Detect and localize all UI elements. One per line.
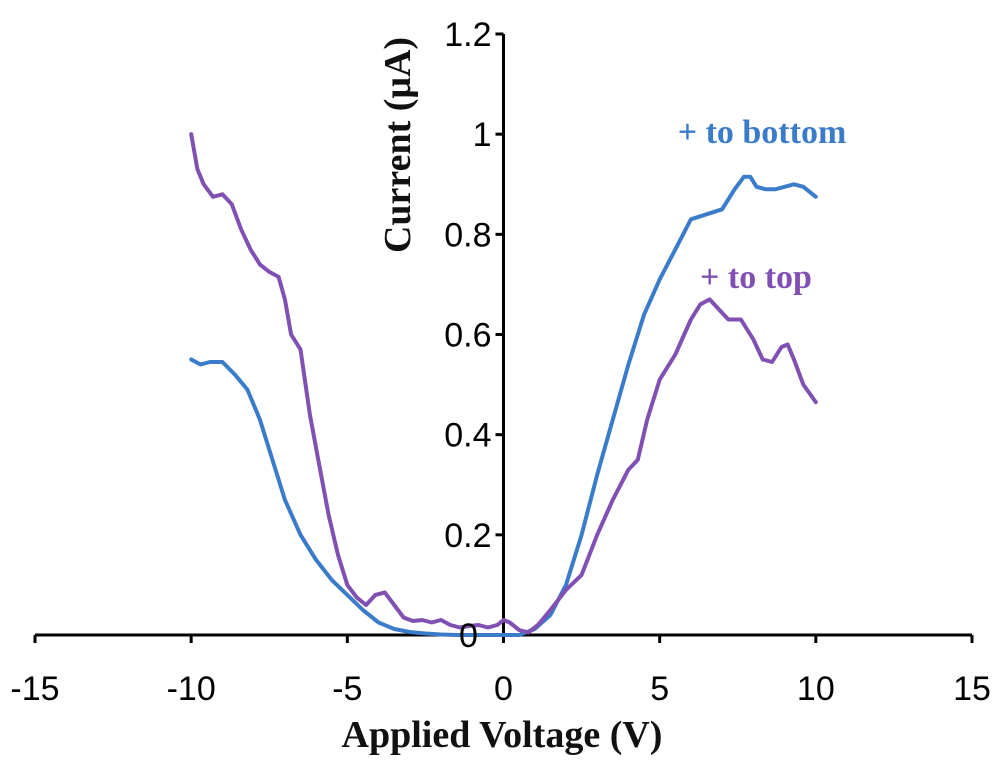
y-tick-label: 0.6 — [444, 317, 491, 355]
y-origin-label: 0 — [459, 617, 478, 655]
y-tick-label: 0.2 — [444, 517, 491, 555]
y-tick-label: 0.8 — [444, 216, 491, 254]
x-tick-label: 0 — [494, 670, 513, 708]
x-tick-label: -10 — [167, 670, 216, 708]
x-tick-label: 5 — [650, 670, 669, 708]
x-tick-label: -15 — [10, 670, 59, 708]
x-tick-label: 15 — [953, 670, 991, 708]
plot-area — [189, 132, 818, 637]
x-axis-title: Applied Voltage (V) — [342, 714, 663, 756]
tick-labels: -15 -10 -5 0 5 10 15 0.2 0.4 0.6 0.8 1 1.2 0 — [10, 16, 990, 708]
y-tick-label: 1 — [473, 116, 492, 154]
y-tick-label: 1.2 — [444, 16, 491, 54]
x-tick-label: -5 — [332, 670, 362, 708]
series-label-to-top: + to top — [700, 259, 812, 296]
x-tick-label: 10 — [797, 670, 835, 708]
series-label-to-bottom: + to bottom — [678, 114, 847, 151]
series-line-to-top — [189, 132, 818, 635]
y-axis-title: Current (μA) — [377, 37, 419, 253]
series-line-to-bottom — [189, 174, 818, 637]
y-tick-label: 0.4 — [444, 417, 491, 455]
